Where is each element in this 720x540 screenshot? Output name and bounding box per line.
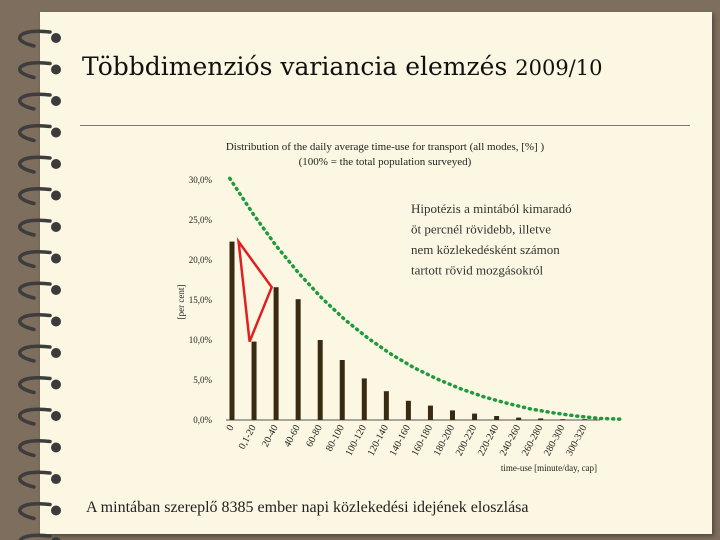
- annotation-line: öt percnél rövidebb, illetve: [411, 222, 551, 237]
- x-tick-label: 300-320: [564, 423, 589, 458]
- bar: [427, 405, 433, 420]
- binding-ring: [18, 407, 52, 426]
- binding-ring: [18, 375, 52, 395]
- y-tick-labels: 0,0% 5,0% 10,0% 15,0% 20,0% 25,0% 30,0%: [189, 175, 213, 425]
- chart-subtitle: (100% = the total population surveyed): [299, 156, 472, 168]
- bar: [229, 241, 235, 420]
- y-tick-label: 25,0%: [189, 215, 213, 225]
- slide-title-year: 2009/10: [515, 56, 603, 80]
- annotation-text: Hipotézis a mintából kimaradó öt percnél …: [411, 201, 572, 278]
- bars: [229, 241, 588, 420]
- x-tick-label: 0,1-20: [237, 423, 259, 451]
- annotation-line: tartott rövid mozgásokról: [411, 263, 544, 278]
- spiral-binding: [18, 29, 61, 540]
- binding-hole: [51, 159, 61, 169]
- binding-hole: [51, 96, 61, 106]
- y-tick-label: 30,0%: [189, 175, 213, 185]
- binding-hole: [51, 190, 61, 201]
- y-tick-label: 5,0%: [193, 375, 212, 385]
- binding-hole: [51, 285, 61, 295]
- x-tick-label: 80-100: [324, 423, 347, 453]
- y-tick-label: 10,0%: [189, 335, 213, 345]
- binding-ring: [18, 438, 52, 458]
- binding-hole: [51, 253, 61, 264]
- binding-ring: [18, 344, 52, 363]
- y-tick-label: 0,0%: [193, 415, 212, 425]
- hypothesis-triangle: [236, 237, 274, 343]
- binding-ring: [18, 218, 52, 237]
- bar: [295, 299, 301, 420]
- binding-hole: [51, 316, 61, 327]
- title-rule: [80, 125, 690, 126]
- slide-title: Többdimenziós variancia elemzés 2009/10: [82, 52, 602, 81]
- annotation-line: nem közlekedésként számon: [411, 242, 560, 257]
- bar: [560, 419, 566, 420]
- binding-hole: [51, 33, 61, 43]
- binding-hole: [51, 537, 61, 540]
- bar: [383, 391, 389, 420]
- x-tick-label: 20-40: [260, 423, 281, 449]
- bar: [450, 410, 455, 420]
- binding-ring: [18, 29, 52, 48]
- binding-ring: [18, 281, 52, 300]
- bar: [339, 360, 345, 420]
- bar: [361, 378, 367, 420]
- bar: [251, 341, 257, 420]
- x-tick-label: 60-80: [304, 423, 325, 449]
- slide-paper: [40, 12, 712, 534]
- bar: [472, 413, 478, 420]
- y-tick-label: 15,0%: [189, 295, 213, 305]
- y-tick-label: 20,0%: [189, 255, 213, 265]
- binding-ring: [18, 470, 52, 489]
- fit-curve: [228, 176, 625, 421]
- binding-hole: [51, 442, 61, 453]
- binding-hole: [51, 474, 61, 484]
- binding-ring: [18, 312, 52, 332]
- binding-hole: [51, 127, 61, 138]
- bar: [582, 419, 588, 420]
- binding-ring: [18, 533, 52, 540]
- x-tick-label: 40-60: [282, 423, 303, 449]
- slide-caption: A mintában szereplő 8385 ember napi közl…: [86, 499, 529, 516]
- bar: [317, 340, 323, 420]
- x-axis-label: time-use [minute/day, cap]: [501, 463, 597, 473]
- chart-title: Distribution of the daily average time-u…: [226, 141, 545, 153]
- binding-ring: [18, 92, 52, 111]
- binding-hole: [51, 222, 61, 232]
- bar: [538, 418, 544, 420]
- binding-ring: [18, 155, 52, 174]
- bar: [273, 287, 279, 420]
- binding-hole: [51, 348, 61, 358]
- bar: [405, 400, 411, 420]
- binding-ring: [18, 186, 52, 206]
- binding-hole: [51, 505, 61, 516]
- binding-hole: [51, 379, 61, 390]
- binding-ring: [18, 60, 52, 80]
- x-tick-label: 0: [225, 423, 237, 433]
- bar: [516, 417, 522, 420]
- binding-ring: [18, 249, 52, 269]
- binding-ring: [18, 123, 52, 143]
- binding-ring: [18, 501, 52, 521]
- binding-hole: [51, 64, 61, 75]
- y-axis-label: [per cent]: [176, 285, 186, 320]
- slide-title-text: Többdimenziós variancia elemzés: [82, 52, 508, 81]
- x-tick-labels: 0 0,1-20 20-40 40-60 60-80 80-100100-120120-1…: [225, 423, 590, 458]
- annotation-line: Hipotézis a mintából kimaradó: [411, 201, 572, 216]
- bar: [494, 416, 500, 420]
- binding-hole: [51, 411, 61, 421]
